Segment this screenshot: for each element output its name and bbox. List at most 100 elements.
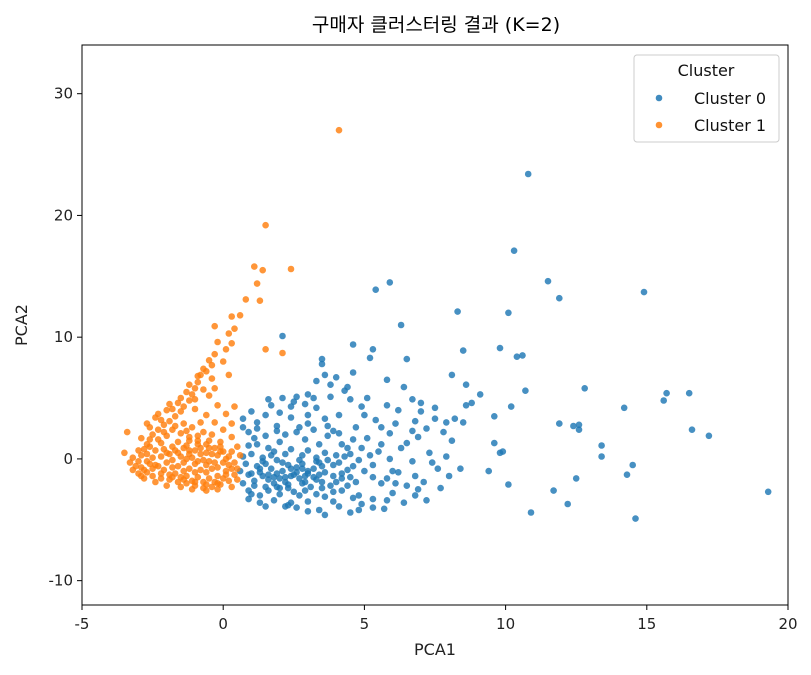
y-tick-label: -10 [49,572,74,590]
data-point [301,487,309,494]
data-point [248,450,255,458]
data-point [290,488,298,496]
data-point [395,469,402,476]
data-point [138,452,145,459]
data-point [191,447,199,454]
data-point [417,399,425,407]
data-point [598,442,605,449]
data-point [180,420,187,427]
data-point [214,480,221,487]
data-point [304,420,312,427]
data-point [267,465,275,473]
data-point [225,371,233,379]
data-point [476,391,484,398]
data-point [423,497,430,504]
data-point [234,476,241,483]
data-point [378,424,385,431]
data-point [180,403,187,410]
data-point [440,428,447,436]
data-point [228,483,235,491]
data-point [217,448,224,455]
data-point [208,483,216,491]
data-point [276,409,284,417]
data-point [499,448,507,455]
data-point [149,465,156,473]
data-point [222,471,230,479]
data-point [183,442,190,449]
data-point [200,456,207,464]
data-point [149,431,156,438]
data-point [310,394,317,402]
data-point [632,515,639,522]
data-point [496,344,504,352]
data-point [194,432,202,440]
data-point [324,432,332,440]
data-point [287,445,295,453]
data-point [349,369,357,376]
data-point [273,470,281,477]
data-point [219,459,227,466]
data-point [304,498,312,505]
data-point [313,404,320,412]
data-point [519,352,526,359]
data-point [310,473,317,481]
legend: Cluster Cluster 0 Cluster 1 [633,54,780,143]
data-point [211,385,218,392]
data-point [411,492,419,499]
data-point [135,458,142,465]
data-point [217,438,224,446]
data-point [239,424,247,431]
data-point [327,393,334,401]
data-point [301,400,309,408]
data-point [267,402,275,409]
data-point [355,456,363,464]
data-point [287,265,295,273]
data-point [253,280,261,287]
data-point [169,405,176,413]
data-point [183,388,190,396]
data-point [262,432,269,440]
data-point [183,455,190,463]
data-point [660,397,667,404]
data-point [556,420,563,427]
data-point [160,428,168,436]
data-point [214,338,221,346]
data-point [363,394,371,402]
data-point [313,454,320,462]
data-point [293,428,300,436]
data-point [160,421,168,429]
data-point [265,396,272,403]
data-point [248,470,255,477]
data-point [231,403,238,410]
data-point [369,495,377,503]
data-point [219,358,227,365]
data-point [200,386,207,393]
data-point [265,444,272,452]
data-point [284,481,292,488]
data-point [149,454,156,462]
data-point [361,467,368,475]
data-point [386,279,394,286]
data-point [290,471,298,479]
data-point [262,483,269,491]
data-point [491,413,498,420]
data-point [245,442,252,449]
data-point [140,445,148,453]
data-point [321,371,329,379]
data-point [279,459,286,466]
data-point [688,426,696,434]
data-point [372,286,380,294]
data-point [282,473,289,481]
data-point [287,465,295,473]
data-point [194,372,202,380]
data-point [273,456,281,464]
data-point [395,406,402,414]
data-point [389,489,396,497]
data-point [287,403,295,410]
data-point [327,381,334,389]
data-point [256,499,264,507]
data-point [248,490,255,498]
data-point [186,397,193,404]
data-point [338,441,346,448]
